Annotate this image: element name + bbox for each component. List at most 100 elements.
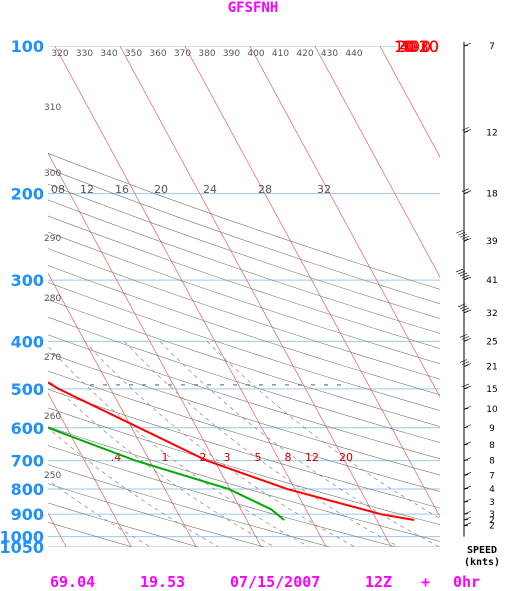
wind-speed-label: 4 (489, 485, 495, 495)
mixing-lower-label: .4 (111, 451, 122, 464)
wind-barb-flag (463, 129, 472, 133)
dry-adiabat (48, 183, 440, 319)
wind-speed-label: 25 (486, 337, 497, 347)
mixing-lower-label: 8 (285, 451, 292, 464)
wind-barb-flag (463, 498, 472, 503)
pressure-tick-label: 500 (11, 380, 44, 399)
dry-adiabat (48, 389, 440, 509)
dry-adiabat (48, 426, 440, 542)
theta-left-label: 250 (44, 471, 61, 481)
temperature-label: 20 (396, 37, 416, 56)
wind-speed-label: 7 (489, 42, 495, 52)
pressure-tick-label: 300 (11, 271, 44, 290)
pressure-tick-label: 400 (11, 332, 44, 351)
dry-adiabat (48, 352, 440, 476)
isotherm (184, 46, 440, 518)
theta-top-label: 440 (345, 49, 362, 59)
wind-barb-flag (459, 359, 468, 363)
mixing-ratio-line (48, 378, 275, 547)
isotherm (249, 46, 440, 398)
isotherm (0, 46, 1, 547)
dry-adiabat (48, 199, 440, 334)
temperature-label: 10 (394, 37, 414, 56)
pressure-tick-label: 700 (11, 452, 44, 471)
theta-top-label: 410 (272, 49, 289, 59)
wind-barb-flag (455, 268, 464, 273)
wind-speed-label: 39 (486, 237, 498, 247)
wind-barb-flag (463, 522, 472, 526)
wind-barb-flag (463, 516, 472, 521)
dry-adiabat (48, 299, 440, 427)
dry-adiabat (48, 265, 440, 396)
mixing-upper-label: 28 (258, 183, 272, 196)
dry-adiabat (48, 370, 440, 492)
temperature-label: -20 (413, 37, 439, 56)
wind-speed-label: 3 (489, 498, 495, 508)
diagram-grid (0, 46, 440, 547)
wind-barb-flag (461, 383, 470, 388)
wind-barb-flag (463, 190, 472, 194)
dry-adiabat (48, 464, 331, 547)
mixing-lower-label: 2 (200, 451, 207, 464)
wind-barb-flag (463, 385, 472, 390)
mixing-lower-label: 20 (339, 451, 353, 464)
wind-barb-flag (461, 127, 470, 131)
wind-barb-flag (457, 303, 466, 308)
theta-top-label: 330 (76, 49, 93, 59)
wind-barb-flag (461, 361, 470, 365)
pressure-tick-label: 100 (11, 37, 44, 56)
dry-adiabat (48, 215, 440, 349)
isotherm (48, 272, 197, 547)
wind-speed-label: 15 (486, 385, 497, 395)
pressure-tick-label: 600 (11, 419, 44, 438)
pressure-tick-label: 800 (11, 480, 44, 499)
wind-barb-flag (463, 237, 472, 242)
wind-speed-label: 3 (489, 510, 495, 520)
pressure-tick-label: 1050 (0, 538, 44, 557)
chart-title: GFSFNH (228, 0, 279, 16)
theta-top-label: 320 (51, 49, 68, 59)
mixing-upper-label: 20 (154, 183, 168, 196)
wind-barb-flag (457, 270, 466, 275)
speed-legend: SPEED (knts) (464, 545, 500, 568)
pressure-tick-label: 1000 (0, 528, 44, 547)
temperature-label: 0 (421, 37, 431, 56)
theta-top-label: 400 (247, 49, 264, 59)
mixing-ratio-line (48, 346, 310, 547)
wind-speed-label: 10 (486, 405, 498, 415)
theta-top-label: 390 (223, 49, 240, 59)
mixing-lower-label: 5 (255, 451, 262, 464)
dry-adiabat (48, 282, 440, 411)
wind-barb-flag (459, 233, 468, 238)
mixing-ratio-line (159, 341, 440, 547)
wind-barb-flag (463, 338, 472, 342)
wind-barb-flag (455, 229, 464, 234)
wind-barb-flag (463, 424, 472, 429)
mixing-upper-label: 08 (51, 183, 65, 196)
wind-barb-flag (463, 472, 472, 476)
wind-barb-flag (461, 307, 470, 312)
theta-top-label: 370 (174, 49, 191, 59)
isotherm (379, 46, 440, 158)
dry-adiabat (48, 248, 440, 380)
wind-barb-flag (461, 336, 470, 340)
wind-barb-flag (463, 485, 472, 490)
dry-adiabat (48, 152, 440, 290)
mixing-upper-label: 12 (80, 183, 94, 196)
footer-plus: + (421, 573, 430, 591)
wind-barb-flag (457, 231, 466, 236)
wind-barb-flag (463, 42, 472, 47)
wind-speed-label: 8 (489, 441, 495, 451)
wind-barb-flag (459, 272, 468, 277)
wind-speed-label: 9 (489, 424, 495, 434)
dry-adiabat (48, 231, 440, 365)
mixing-ratio-line (48, 427, 219, 547)
sounding-lines (48, 381, 415, 521)
footer: 69.04 19.53 07/15/2007 12Z + 0hr (50, 573, 480, 591)
wind-barb-flag (463, 405, 472, 410)
wind-barb-flag (463, 457, 472, 461)
pressure-tick-label: 900 (11, 505, 44, 524)
wind-barb-flag (463, 510, 472, 515)
